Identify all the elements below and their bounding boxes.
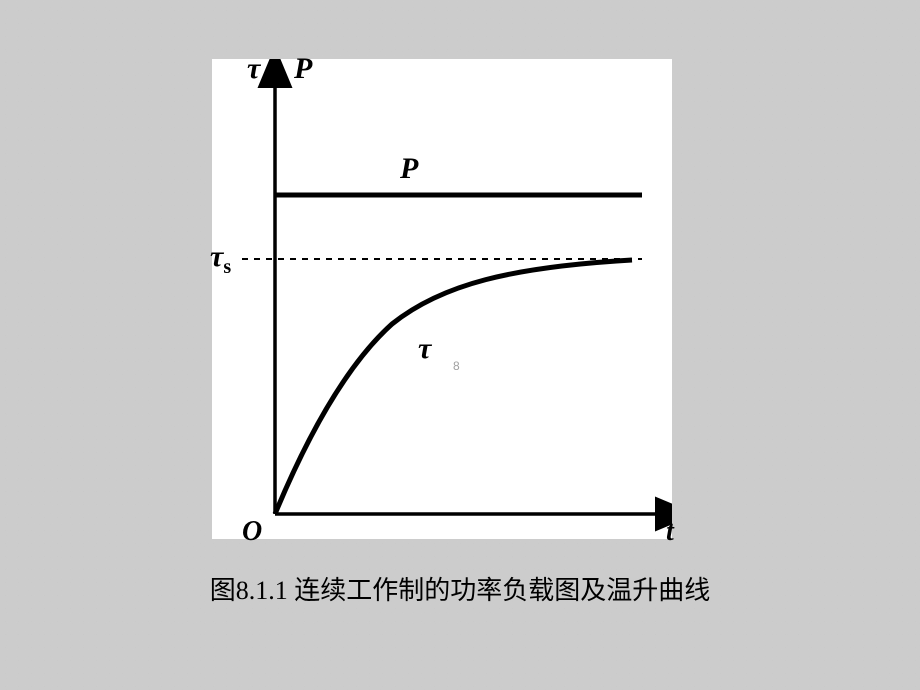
figure-caption: 图8.1.1 连续工作制的功率负载图及温升曲线 xyxy=(0,570,920,607)
p-line-label: P xyxy=(400,152,418,186)
tau-s-main: τ xyxy=(210,240,223,273)
tau-s-label: τs xyxy=(210,240,231,279)
tau-curve xyxy=(275,260,632,514)
page-number-marker: 8 xyxy=(453,359,460,373)
chart-svg xyxy=(212,59,672,539)
tau-s-subscript: s xyxy=(223,256,231,278)
y-axis-label-tau: τ xyxy=(247,52,260,86)
chart-area xyxy=(212,59,672,539)
origin-label: O xyxy=(242,516,262,548)
x-axis-label: t xyxy=(666,516,674,548)
y-axis-label-p: P xyxy=(294,52,312,86)
tau-curve-label: τ xyxy=(418,332,431,366)
